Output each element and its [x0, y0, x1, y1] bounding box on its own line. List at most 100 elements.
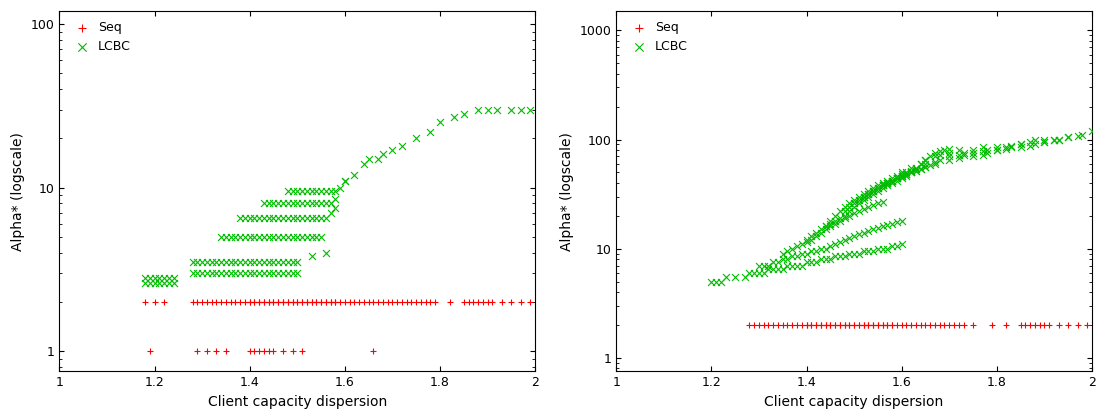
LCBC — [250, 215, 268, 221]
Seq — [317, 299, 334, 305]
LCBC — [355, 160, 373, 167]
Seq — [493, 299, 510, 305]
Seq — [1026, 322, 1044, 328]
Seq — [484, 299, 501, 305]
LCBC — [236, 259, 254, 265]
LCBC — [279, 215, 297, 221]
LCBC — [883, 175, 901, 182]
LCBC — [873, 245, 891, 252]
LCBC — [207, 270, 225, 276]
LCBC — [146, 275, 164, 281]
Seq — [322, 299, 340, 305]
LCBC — [793, 262, 810, 269]
Seq — [265, 299, 282, 305]
LCBC — [807, 229, 825, 236]
Point — [260, 348, 278, 354]
LCBC — [836, 204, 853, 210]
LCBC — [850, 197, 868, 203]
Seq — [275, 299, 292, 305]
LCBC — [907, 167, 924, 174]
LCBC — [888, 177, 906, 184]
LCBC — [927, 150, 944, 157]
LCBC — [784, 245, 801, 252]
LCBC — [811, 226, 829, 233]
LCBC — [940, 150, 958, 157]
LCBC — [855, 248, 872, 255]
LCBC — [231, 234, 249, 240]
Seq — [846, 322, 863, 328]
Seq — [345, 299, 363, 305]
Seq — [865, 322, 882, 328]
Seq — [364, 299, 382, 305]
Seq — [302, 299, 320, 305]
LCBC — [184, 270, 201, 276]
LCBC — [293, 215, 311, 221]
Seq — [931, 322, 949, 328]
Seq — [964, 322, 982, 328]
Legend: Seq, LCBC: Seq, LCBC — [622, 17, 692, 57]
LCBC — [227, 234, 245, 240]
LCBC — [279, 200, 297, 207]
LCBC — [855, 193, 872, 200]
LCBC — [250, 270, 268, 276]
LCBC — [331, 184, 349, 191]
Seq — [227, 299, 245, 305]
Seq — [255, 299, 272, 305]
Seq — [322, 299, 340, 305]
LCBC — [826, 253, 844, 260]
Seq — [811, 322, 829, 328]
Seq — [308, 299, 325, 305]
Seq — [954, 322, 972, 328]
LCBC — [317, 188, 334, 194]
LCBC — [846, 200, 863, 207]
LCBC — [1049, 136, 1067, 143]
LCBC — [155, 275, 173, 281]
LCBC — [1022, 139, 1039, 145]
LCBC — [1012, 141, 1030, 148]
Seq — [907, 322, 924, 328]
LCBC — [236, 270, 254, 276]
LCBC — [784, 262, 801, 269]
LCBC — [241, 234, 259, 240]
LCBC — [283, 234, 301, 240]
Seq — [927, 322, 944, 328]
LCBC — [807, 259, 825, 266]
LCBC — [888, 175, 906, 182]
LCBC — [865, 187, 882, 194]
Seq — [374, 299, 392, 305]
Seq — [426, 299, 444, 305]
LCBC — [246, 259, 263, 265]
LCBC — [869, 184, 887, 191]
Point — [217, 348, 235, 354]
LCBC — [469, 106, 487, 113]
LCBC — [445, 114, 463, 121]
Seq — [422, 299, 439, 305]
Seq — [755, 322, 773, 328]
Point — [246, 348, 263, 354]
Seq — [397, 299, 415, 305]
Seq — [417, 299, 435, 305]
LCBC — [774, 250, 792, 257]
Seq — [997, 322, 1015, 328]
LCBC — [907, 165, 924, 172]
LCBC — [246, 270, 263, 276]
Seq — [831, 322, 849, 328]
LCBC — [902, 169, 920, 176]
Seq — [213, 299, 230, 305]
Point — [188, 348, 206, 354]
LCBC — [213, 259, 230, 265]
LCBC — [859, 248, 877, 255]
LCBC — [1083, 128, 1100, 134]
Point — [275, 348, 292, 354]
LCBC — [231, 215, 249, 221]
LCBC — [250, 259, 268, 265]
LCBC — [265, 259, 282, 265]
Seq — [912, 322, 930, 328]
Seq — [774, 322, 792, 328]
LCBC — [194, 270, 211, 276]
Seq — [217, 299, 235, 305]
Y-axis label: Alpha* (logscale): Alpha* (logscale) — [560, 132, 573, 251]
Point — [265, 348, 282, 354]
Seq — [836, 322, 853, 328]
Seq — [917, 322, 934, 328]
